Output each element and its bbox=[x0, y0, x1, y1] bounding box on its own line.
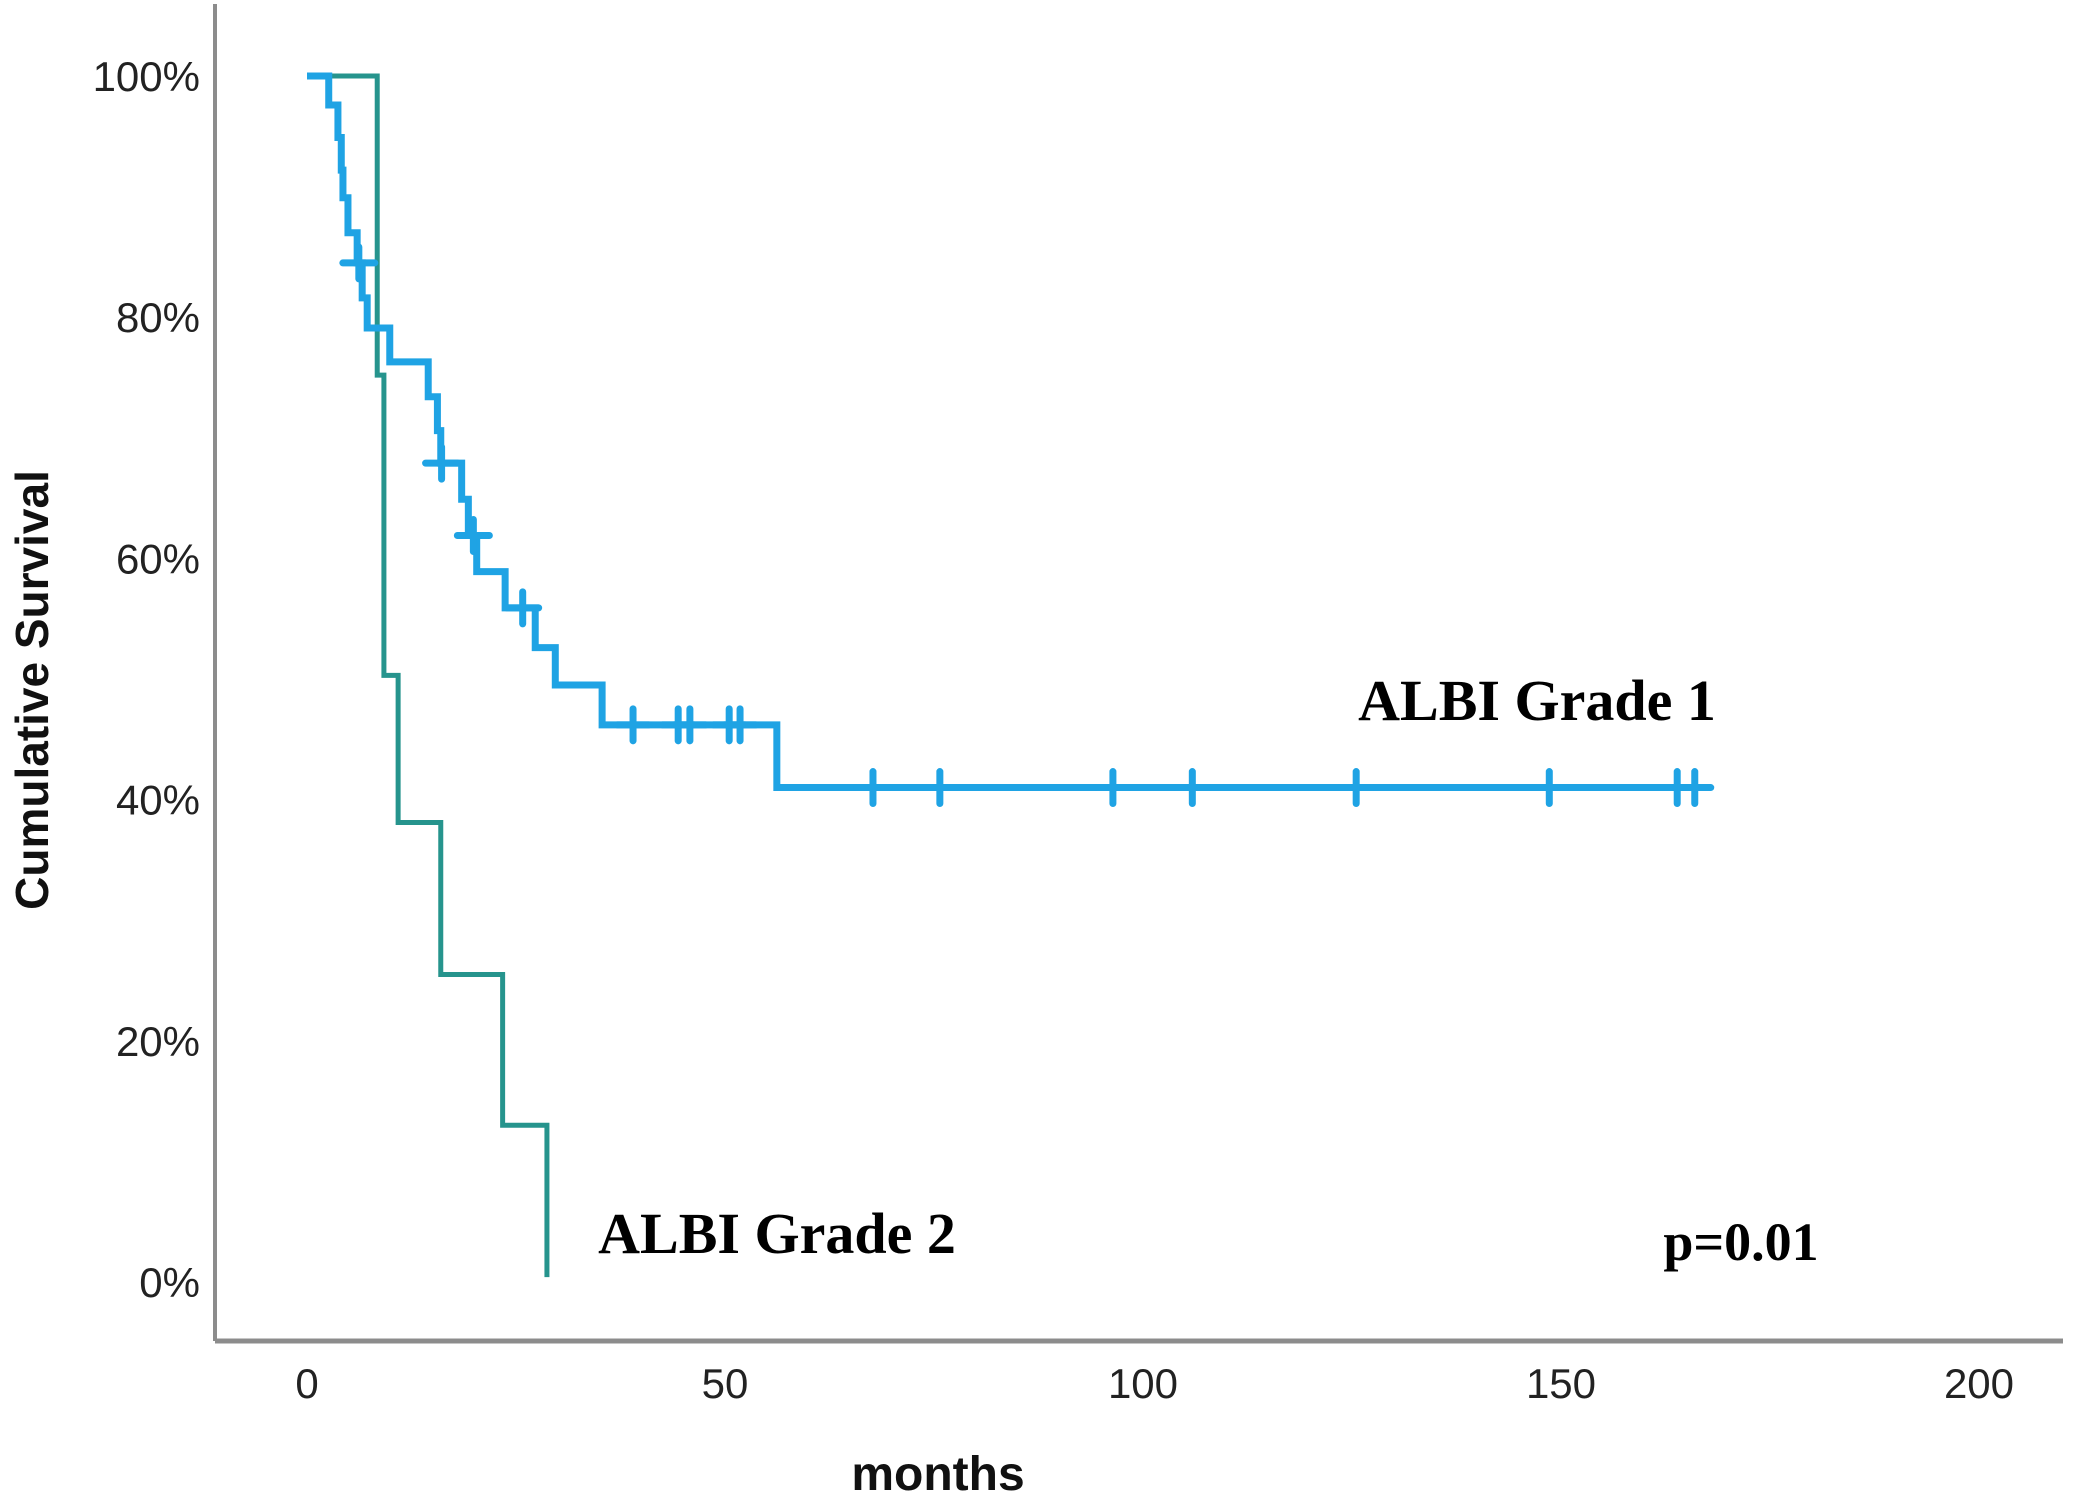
censor-plus-mark bbox=[1336, 768, 1376, 808]
axes bbox=[213, 4, 2063, 1344]
x-tick-label-100: 100 bbox=[1108, 1360, 1178, 1407]
censor-marks bbox=[339, 243, 1715, 808]
x-tick-label-200: 200 bbox=[1944, 1360, 2014, 1407]
y-tick-label-40: 40% bbox=[116, 777, 200, 824]
albi-grade-2-step-line bbox=[307, 73, 550, 1278]
x-tick-label-150: 150 bbox=[1526, 1360, 1596, 1407]
y-tick-label-60: 60% bbox=[116, 535, 200, 582]
x-tick-label-0: 0 bbox=[295, 1360, 318, 1407]
survival-curve-albi-grade-2 bbox=[307, 73, 550, 1278]
censor-plus-mark bbox=[1093, 768, 1133, 808]
censor-plus-mark bbox=[339, 243, 379, 283]
albi-grade-1-step-line bbox=[307, 72, 1705, 792]
series-label-albi-grade-1: ALBI Grade 1 bbox=[1358, 668, 1716, 733]
y-tick-label-100: 100% bbox=[93, 53, 200, 100]
y-axis-title: Cumulative Survival bbox=[6, 470, 58, 910]
censor-plus-mark bbox=[453, 515, 493, 555]
y-tick-label-0: 0% bbox=[139, 1259, 200, 1306]
censor-plus-mark bbox=[720, 705, 760, 745]
x-axis-title: months bbox=[851, 1448, 1024, 1501]
censor-plus-mark bbox=[1172, 768, 1212, 808]
censor-plus-mark bbox=[670, 705, 710, 745]
y-tick-label-20: 20% bbox=[116, 1018, 200, 1065]
x-tick-label-50: 50 bbox=[702, 1360, 749, 1407]
censor-plus-mark bbox=[422, 443, 462, 483]
censor-plus-mark bbox=[1675, 768, 1715, 808]
y-axis-tick-labels: 0% 20% 40% 60% 80% 100% bbox=[93, 53, 200, 1306]
p-value-label: p=0.01 bbox=[1663, 1212, 1818, 1272]
censor-plus-mark bbox=[1529, 768, 1569, 808]
censor-plus-mark bbox=[613, 705, 653, 745]
censor-plus-mark bbox=[853, 768, 893, 808]
survival-curve-albi-grade-1 bbox=[307, 72, 1705, 792]
censor-plus-mark bbox=[503, 588, 543, 628]
y-tick-label-80: 80% bbox=[116, 294, 200, 341]
censor-plus-mark bbox=[920, 768, 960, 808]
series-label-albi-grade-2: ALBI Grade 2 bbox=[598, 1201, 956, 1266]
x-axis-tick-labels: 0 50 100 150 200 bbox=[295, 1360, 2014, 1407]
